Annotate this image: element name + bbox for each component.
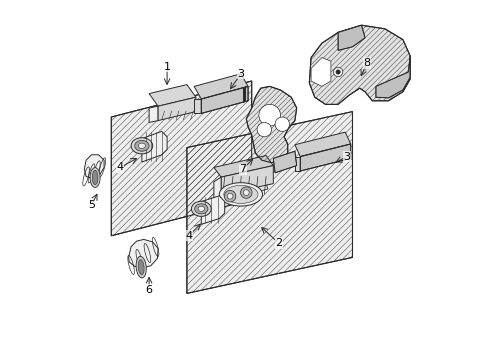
Circle shape [257, 122, 271, 137]
Polygon shape [221, 166, 273, 195]
Polygon shape [194, 99, 201, 113]
Text: 3: 3 [237, 69, 244, 79]
Polygon shape [84, 155, 104, 178]
Ellipse shape [191, 201, 211, 216]
Polygon shape [194, 74, 247, 99]
Circle shape [224, 190, 235, 202]
Ellipse shape [138, 260, 144, 275]
Ellipse shape [90, 168, 100, 188]
Polygon shape [142, 131, 167, 162]
Polygon shape [294, 132, 350, 157]
Polygon shape [111, 81, 251, 236]
Ellipse shape [194, 204, 207, 214]
Circle shape [227, 193, 232, 199]
Text: 4: 4 [117, 162, 123, 172]
Ellipse shape [198, 206, 204, 211]
Polygon shape [375, 56, 409, 98]
Ellipse shape [138, 143, 145, 149]
Polygon shape [223, 174, 267, 199]
Polygon shape [337, 25, 365, 50]
Polygon shape [201, 196, 224, 224]
Circle shape [258, 104, 280, 126]
Polygon shape [213, 177, 221, 200]
Circle shape [335, 70, 340, 74]
Text: 4: 4 [185, 231, 192, 241]
Polygon shape [300, 144, 350, 171]
Circle shape [275, 117, 289, 131]
Polygon shape [294, 157, 300, 171]
Circle shape [243, 190, 249, 195]
Polygon shape [149, 85, 196, 106]
Text: 3: 3 [343, 152, 350, 162]
Polygon shape [213, 156, 273, 177]
Text: 7: 7 [239, 164, 246, 174]
Text: 1: 1 [163, 62, 170, 72]
Ellipse shape [219, 183, 262, 206]
Ellipse shape [92, 170, 98, 185]
Polygon shape [128, 239, 158, 268]
Polygon shape [186, 112, 352, 293]
Ellipse shape [224, 185, 258, 203]
Circle shape [333, 67, 342, 77]
Polygon shape [149, 106, 158, 122]
Ellipse shape [136, 256, 146, 278]
Text: 2: 2 [275, 238, 282, 248]
Text: 8: 8 [363, 58, 370, 68]
Ellipse shape [131, 138, 152, 154]
Polygon shape [246, 86, 296, 163]
Polygon shape [273, 151, 296, 173]
Text: 5: 5 [88, 200, 95, 210]
Polygon shape [201, 86, 247, 113]
Polygon shape [158, 97, 196, 121]
Polygon shape [310, 58, 330, 86]
Ellipse shape [134, 140, 149, 151]
Polygon shape [309, 25, 409, 104]
Circle shape [240, 187, 251, 198]
Text: 6: 6 [145, 285, 152, 295]
